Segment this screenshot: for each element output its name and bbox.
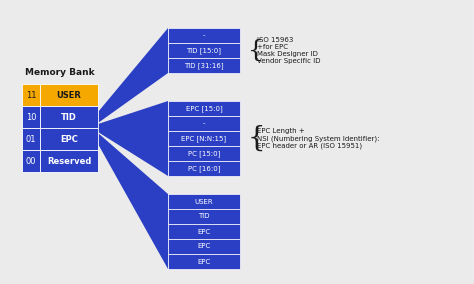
- Text: Memory Bank: Memory Bank: [25, 68, 95, 76]
- FancyBboxPatch shape: [22, 128, 40, 150]
- Text: +for EPC: +for EPC: [257, 44, 288, 50]
- Polygon shape: [98, 28, 168, 123]
- Polygon shape: [98, 101, 168, 176]
- Text: TID [31:16]: TID [31:16]: [184, 62, 224, 69]
- FancyBboxPatch shape: [40, 84, 98, 106]
- FancyBboxPatch shape: [40, 106, 98, 128]
- Text: EPC: EPC: [197, 258, 210, 264]
- FancyBboxPatch shape: [168, 58, 240, 73]
- Text: TID: TID: [61, 112, 77, 122]
- Text: EPC Length +: EPC Length +: [257, 128, 305, 134]
- Text: EPC: EPC: [197, 243, 210, 250]
- Text: 11: 11: [26, 91, 36, 99]
- FancyBboxPatch shape: [40, 150, 98, 172]
- Text: EPC: EPC: [197, 229, 210, 235]
- Text: EPC [N:N:15]: EPC [N:N:15]: [182, 135, 227, 142]
- Text: EPC [15:0]: EPC [15:0]: [186, 105, 222, 112]
- Text: EPC header or AR (ISO 15951): EPC header or AR (ISO 15951): [257, 143, 362, 149]
- Text: NSI (Numbering System Identifier):: NSI (Numbering System Identifier):: [257, 135, 380, 142]
- Text: 01: 01: [26, 135, 36, 143]
- FancyBboxPatch shape: [40, 128, 98, 150]
- FancyBboxPatch shape: [168, 161, 240, 176]
- FancyBboxPatch shape: [168, 28, 240, 43]
- Text: EPC: EPC: [60, 135, 78, 143]
- Text: PC [15:0]: PC [15:0]: [188, 150, 220, 157]
- FancyBboxPatch shape: [22, 106, 40, 128]
- Text: -: -: [203, 120, 205, 126]
- Text: -: -: [203, 32, 205, 39]
- Text: Mask Designer ID: Mask Designer ID: [257, 51, 318, 57]
- Text: 00: 00: [26, 156, 36, 166]
- Text: USER: USER: [56, 91, 82, 99]
- FancyBboxPatch shape: [168, 209, 240, 224]
- FancyBboxPatch shape: [22, 84, 40, 106]
- FancyBboxPatch shape: [168, 101, 240, 116]
- FancyBboxPatch shape: [22, 150, 40, 172]
- Polygon shape: [98, 133, 168, 269]
- Text: Reserved: Reserved: [47, 156, 91, 166]
- FancyBboxPatch shape: [168, 131, 240, 146]
- FancyBboxPatch shape: [168, 194, 240, 209]
- Text: {: {: [248, 39, 264, 62]
- Text: 10: 10: [26, 112, 36, 122]
- FancyBboxPatch shape: [168, 116, 240, 131]
- FancyBboxPatch shape: [168, 239, 240, 254]
- Text: USER: USER: [195, 199, 213, 204]
- Text: TID: TID: [198, 214, 210, 220]
- FancyBboxPatch shape: [168, 146, 240, 161]
- Text: TID [15:0]: TID [15:0]: [186, 47, 221, 54]
- FancyBboxPatch shape: [168, 43, 240, 58]
- Text: Vendor Specific ID: Vendor Specific ID: [257, 58, 320, 64]
- Text: ISO 15963: ISO 15963: [257, 37, 293, 43]
- Text: {: {: [248, 125, 265, 152]
- FancyBboxPatch shape: [168, 224, 240, 239]
- Text: PC [16:0]: PC [16:0]: [188, 165, 220, 172]
- FancyBboxPatch shape: [168, 254, 240, 269]
